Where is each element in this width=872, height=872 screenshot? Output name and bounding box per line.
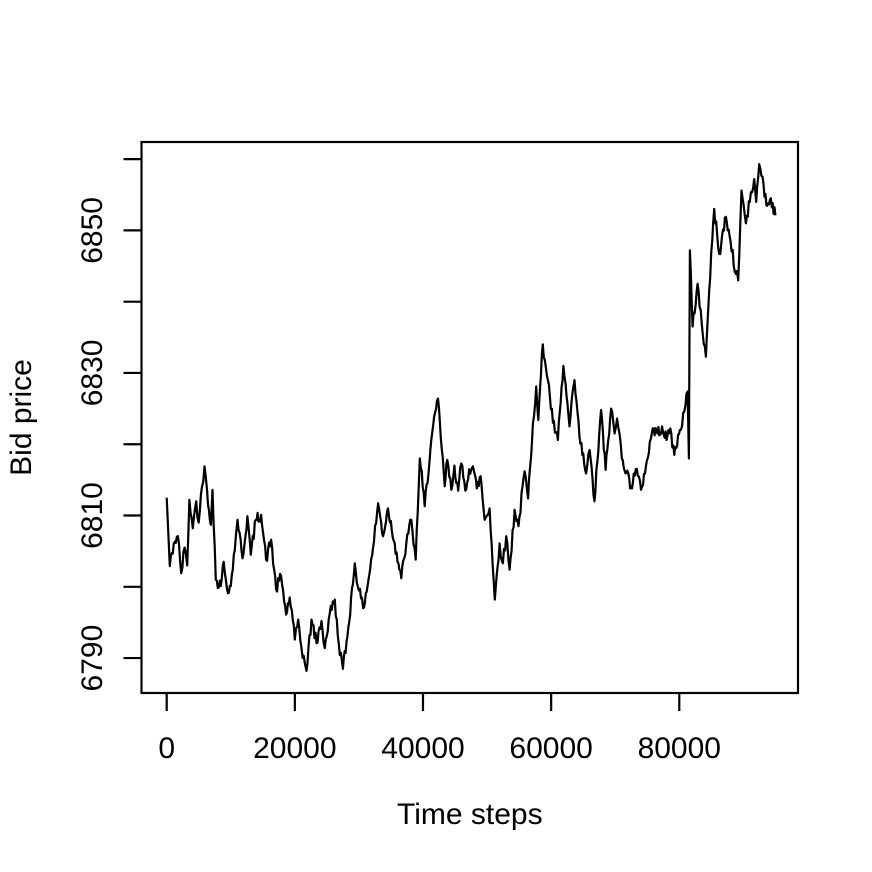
x-tick-label: 0 — [158, 732, 175, 765]
bid-price-series — [165, 163, 777, 673]
y-tick-label: 6850 — [76, 197, 109, 264]
y-tick-label: 6810 — [76, 482, 109, 549]
y-tick-label: 6830 — [76, 340, 109, 407]
y-tick-label: 6790 — [76, 625, 109, 692]
x-tick-label: 60000 — [509, 732, 592, 765]
x-tick-label: 20000 — [253, 732, 336, 765]
y-axis: 6790 6810 6830 6850 — [76, 158, 142, 692]
plot-border — [140, 140, 800, 695]
x-tick-label: 80000 — [638, 732, 721, 765]
series-line-group — [165, 163, 777, 673]
y-axis-title: Bid price — [5, 359, 38, 476]
x-axis-title: Time steps — [397, 798, 543, 831]
x-tick-label: 40000 — [381, 732, 464, 765]
plot-box — [140, 140, 800, 695]
x-axis: 0 20000 40000 60000 80000 — [158, 693, 721, 765]
